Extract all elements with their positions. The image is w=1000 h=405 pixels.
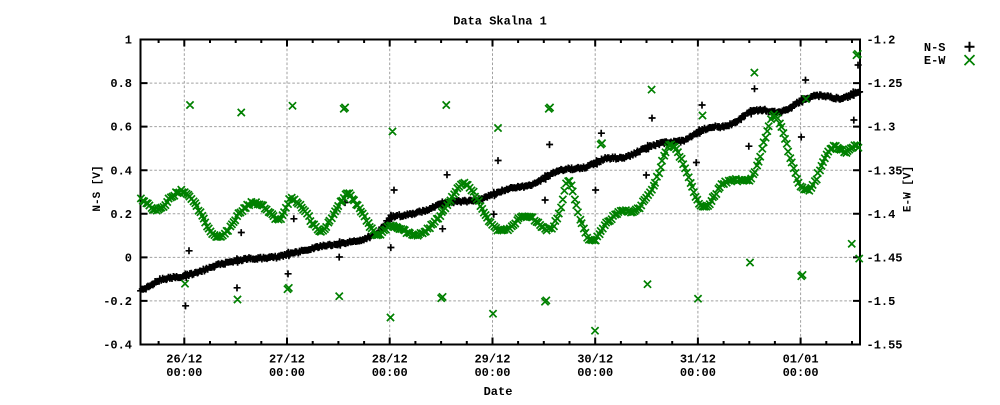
svg-text:-1.5: -1.5 (867, 295, 896, 309)
svg-text:29/12: 29/12 (474, 353, 510, 367)
svg-text:00:00: 00:00 (269, 366, 305, 380)
svg-text:26/12: 26/12 (166, 353, 202, 367)
svg-text:E-W: E-W (924, 54, 946, 68)
svg-text:1: 1 (125, 34, 132, 48)
svg-text:0.2: 0.2 (110, 208, 132, 222)
svg-text:-0.2: -0.2 (103, 295, 132, 309)
svg-text:01/01: 01/01 (783, 353, 819, 367)
svg-text:27/12: 27/12 (269, 353, 305, 367)
svg-text:0.6: 0.6 (110, 121, 132, 135)
svg-text:Data Skalna 1: Data Skalna 1 (453, 15, 547, 29)
svg-text:00:00: 00:00 (577, 366, 613, 380)
svg-text:-1.3: -1.3 (867, 121, 896, 135)
svg-text:00:00: 00:00 (166, 366, 202, 380)
svg-text:0.8: 0.8 (110, 77, 132, 91)
svg-text:-1.45: -1.45 (867, 252, 903, 266)
svg-text:-1.55: -1.55 (867, 339, 903, 353)
svg-text:00:00: 00:00 (680, 366, 716, 380)
svg-text:-1.35: -1.35 (867, 164, 903, 178)
svg-text:-0.4: -0.4 (103, 339, 132, 353)
svg-text:Date: Date (484, 385, 513, 399)
svg-text:00:00: 00:00 (372, 366, 408, 380)
svg-text:28/12: 28/12 (372, 353, 408, 367)
svg-text:00:00: 00:00 (474, 366, 510, 380)
svg-text:30/12: 30/12 (577, 353, 613, 367)
svg-text:00:00: 00:00 (783, 366, 819, 380)
svg-text:31/12: 31/12 (680, 353, 716, 367)
svg-text:0.4: 0.4 (110, 164, 132, 178)
svg-text:N-S [V]: N-S [V] (92, 165, 104, 211)
svg-text:-1.4: -1.4 (867, 208, 896, 222)
svg-text:E-W [V]: E-W [V] (903, 166, 915, 212)
svg-text:-1.2: -1.2 (867, 34, 896, 48)
svg-text:-1.25: -1.25 (867, 77, 903, 91)
svg-text:0: 0 (125, 252, 132, 266)
svg-text:N-S: N-S (924, 41, 946, 55)
